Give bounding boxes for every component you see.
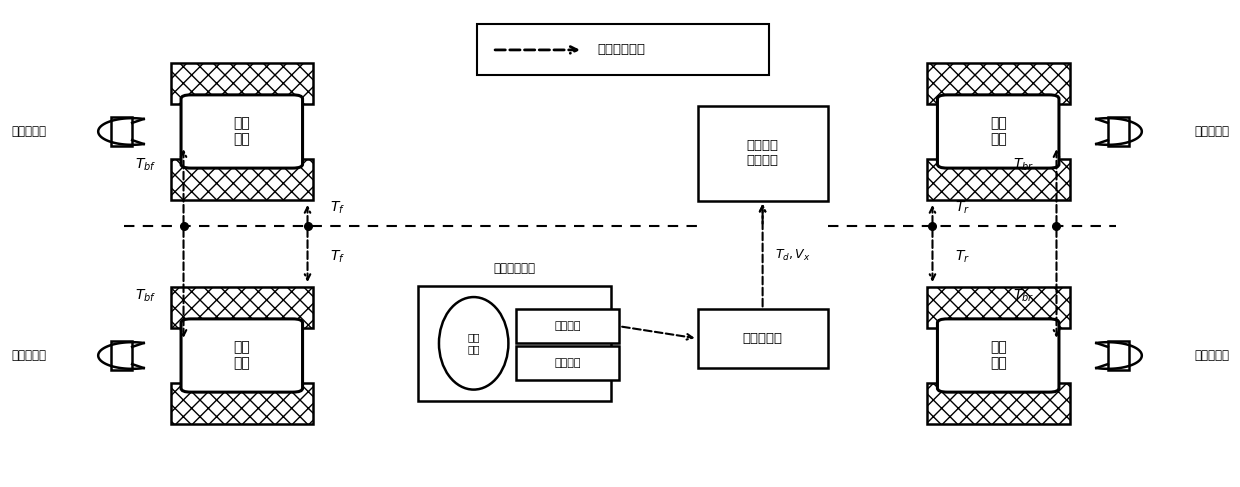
Bar <box>928 287 1069 328</box>
Bar <box>517 309 620 343</box>
Text: 整车控制器: 整车控制器 <box>743 332 782 345</box>
Text: 轮毂
电机: 轮毂 电机 <box>233 116 250 147</box>
Bar <box>928 159 1069 200</box>
Bar <box>697 106 828 201</box>
Bar <box>517 346 620 380</box>
Text: $T_{f}$: $T_{f}$ <box>330 249 345 265</box>
Text: $T_{br}$: $T_{br}$ <box>1013 288 1034 304</box>
Text: 驾驶操纵机构: 驾驶操纵机构 <box>494 262 536 276</box>
Bar <box>171 63 312 104</box>
Text: 制动踏板: 制动踏板 <box>554 358 582 368</box>
Bar <box>110 117 133 146</box>
Text: 摩擦制动器: 摩擦制动器 <box>1194 349 1229 362</box>
Bar <box>171 287 312 328</box>
Text: $T_{br}$: $T_{br}$ <box>1013 156 1034 172</box>
Text: 摩擦制动器: 摩擦制动器 <box>11 349 46 362</box>
Text: $T_{f}$: $T_{f}$ <box>330 200 345 216</box>
Text: 摩擦制动器: 摩擦制动器 <box>1194 125 1229 138</box>
Text: $T_{bf}$: $T_{bf}$ <box>135 156 156 172</box>
Bar <box>171 383 312 424</box>
Text: $T_{bf}$: $T_{bf}$ <box>135 288 156 304</box>
Text: 摩擦制动器: 摩擦制动器 <box>11 125 46 138</box>
Text: $T_d, V_x$: $T_d, V_x$ <box>775 247 811 262</box>
Text: 信号流动方向: 信号流动方向 <box>598 43 646 56</box>
Bar <box>928 383 1069 424</box>
Bar <box>418 286 610 400</box>
FancyBboxPatch shape <box>937 95 1059 168</box>
FancyBboxPatch shape <box>937 319 1059 392</box>
FancyBboxPatch shape <box>181 95 303 168</box>
Text: 轮毂
电机: 轮毂 电机 <box>990 340 1007 371</box>
Ellipse shape <box>439 297 508 390</box>
Bar <box>171 159 312 200</box>
Text: 轮毂
电机: 轮毂 电机 <box>990 116 1007 147</box>
Text: $T_{r}$: $T_{r}$ <box>955 249 970 265</box>
Bar <box>1107 117 1130 146</box>
Text: 转向
操纵: 转向 操纵 <box>467 333 480 354</box>
Text: 轮毂
电机: 轮毂 电机 <box>233 340 250 371</box>
Bar <box>928 63 1069 104</box>
Text: 加速踏板: 加速踏板 <box>554 321 582 331</box>
Bar <box>477 24 769 75</box>
FancyBboxPatch shape <box>181 319 303 392</box>
Bar <box>697 309 828 368</box>
Bar <box>1107 341 1130 370</box>
Bar <box>110 341 133 370</box>
Text: 转矩分配
控制模块: 转矩分配 控制模块 <box>746 139 779 168</box>
Text: $T_{r}$: $T_{r}$ <box>955 200 970 216</box>
